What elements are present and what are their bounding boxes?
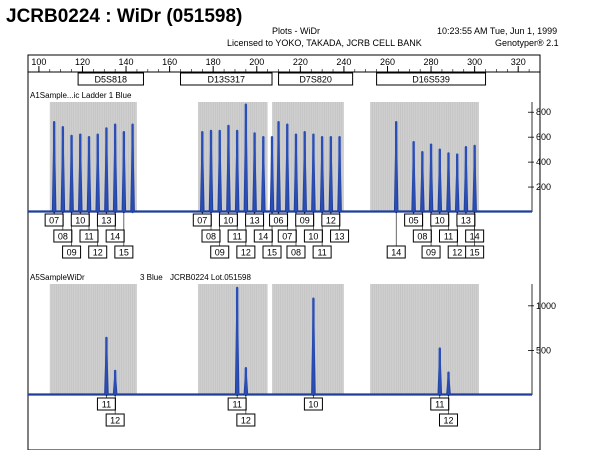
- y-tick-label: 600: [536, 132, 551, 142]
- allele-label: 07: [197, 216, 207, 226]
- x-tick-label: 140: [119, 57, 134, 67]
- x-tick-label: 280: [424, 57, 439, 67]
- allele-label: 14: [110, 232, 120, 242]
- allele-label: 13: [250, 216, 260, 226]
- allele-label: 07: [282, 232, 292, 242]
- allele-label: 05: [409, 216, 419, 226]
- marker-box: [77, 72, 144, 86]
- y-tick-label: 800: [536, 107, 551, 117]
- allele-box: [88, 245, 108, 259]
- timestamp: 10:23:55 AM Tue, Jun 1, 1999: [437, 26, 558, 36]
- x-tick-label: 200: [249, 57, 264, 67]
- y-tick-label: 1000: [536, 301, 556, 311]
- panel-label: A1Sample...ic Ladder 1 Blue: [30, 91, 132, 100]
- allele-label: 13: [335, 232, 345, 242]
- y-tick-label: 500: [536, 345, 551, 355]
- license-text: Licensed to YOKO, TAKADA, JCRB CELL BANK: [227, 38, 422, 48]
- allele-label: 07: [49, 216, 59, 226]
- panel-sublabel: 3 Blue: [140, 273, 163, 282]
- allele-label: 09: [67, 248, 77, 258]
- software-version: Genotyper® 2.1: [495, 38, 559, 48]
- allele-label: 08: [206, 232, 216, 242]
- allele-label: 14: [391, 248, 401, 258]
- allele-label: 13: [461, 216, 471, 226]
- allele-label: 14: [258, 232, 268, 242]
- allele-label: 11: [435, 400, 444, 410]
- allele-box: [421, 245, 441, 259]
- trace-line: [28, 104, 532, 212]
- x-tick-label: 260: [380, 57, 395, 67]
- allele-label: 08: [291, 248, 301, 258]
- allele-label: 10: [308, 400, 318, 410]
- allele-label: 12: [452, 248, 462, 258]
- marker-box: [278, 72, 354, 86]
- allele-box: [62, 245, 82, 259]
- allele-label: 12: [241, 248, 251, 258]
- x-tick-label: 220: [293, 57, 308, 67]
- allele-box: [386, 245, 406, 259]
- allele-label: 10: [308, 232, 318, 242]
- allele-label: 12: [326, 216, 336, 226]
- allele-label: 11: [317, 248, 326, 258]
- allele-label: 08: [417, 232, 427, 242]
- allele-label: 12: [110, 416, 120, 426]
- x-tick-label: 180: [206, 57, 221, 67]
- marker-label: D16S539: [412, 75, 450, 85]
- marker-label: D7S820: [299, 75, 332, 85]
- allele-box: [286, 245, 306, 259]
- allele-box: [114, 245, 134, 259]
- allele-label: 13: [101, 216, 111, 226]
- allele-label: 10: [75, 216, 85, 226]
- allele-box: [330, 229, 350, 243]
- allele-label: 10: [223, 216, 233, 226]
- allele-box: [303, 397, 323, 411]
- marker-label: D13S317: [207, 75, 245, 85]
- plot-title: Plots - WiDr: [272, 26, 320, 36]
- allele-box: [105, 413, 125, 427]
- y-tick-label: 200: [536, 182, 551, 192]
- panel-label: A5SampleWiDr: [30, 273, 85, 282]
- bin-region: [272, 284, 344, 395]
- allele-label: 11: [444, 232, 453, 242]
- sample-id-label: JCRB0224 Lot.051598: [170, 273, 252, 282]
- marker-box: [180, 72, 273, 86]
- x-tick-label: 100: [31, 57, 46, 67]
- allele-box: [210, 245, 230, 259]
- allele-label: 12: [443, 416, 453, 426]
- marker-label: D5S818: [95, 75, 128, 85]
- allele-label: 15: [470, 248, 480, 258]
- x-tick-label: 120: [75, 57, 90, 67]
- allele-label: 15: [119, 248, 129, 258]
- allele-label: 08: [58, 232, 68, 242]
- allele-label: 12: [241, 416, 251, 426]
- allele-label: 15: [267, 248, 277, 258]
- allele-label: 11: [232, 400, 241, 410]
- allele-box: [465, 245, 485, 259]
- allele-label: 11: [102, 400, 111, 410]
- plot-frame: [27, 54, 541, 450]
- x-tick-label: 300: [467, 57, 482, 67]
- allele-label: 11: [84, 232, 93, 242]
- allele-box: [236, 245, 256, 259]
- allele-box: [236, 413, 256, 427]
- marker-box: [376, 72, 487, 86]
- allele-label: 12: [93, 248, 103, 258]
- allele-box: [438, 413, 458, 427]
- allele-label: 09: [300, 216, 310, 226]
- allele-label: 10: [435, 216, 445, 226]
- allele-box: [312, 245, 332, 259]
- allele-label: 11: [232, 232, 241, 242]
- x-tick-label: 160: [162, 57, 177, 67]
- page-title: JCRB0224 : WiDr (051598): [6, 6, 243, 27]
- allele-label: 09: [426, 248, 436, 258]
- allele-label: 09: [215, 248, 225, 258]
- y-tick-label: 400: [536, 157, 551, 167]
- allele-box: [262, 245, 282, 259]
- x-tick-label: 240: [336, 57, 351, 67]
- x-tick-label: 320: [511, 57, 526, 67]
- allele-label: 06: [274, 216, 284, 226]
